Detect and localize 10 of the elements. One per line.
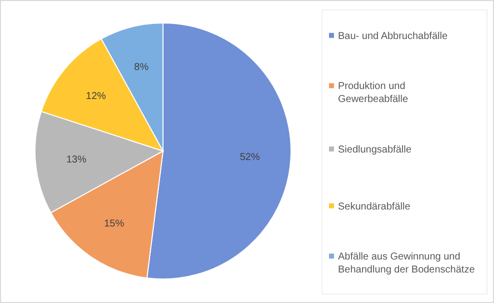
legend-label: Bau- und Abbruchabfälle [338, 30, 448, 42]
data-label: 15% [104, 218, 124, 230]
legend-label: Abfälle aus Gewinnung und Behandlung der Bodenschätze [338, 252, 476, 276]
data-label: 12% [86, 91, 106, 102]
data-label: 8% [134, 62, 149, 74]
data-label: 52% [240, 152, 260, 163]
legend-label: Sekundärabfälle [338, 201, 411, 212]
legend-label: Siedlungsabfälle [338, 144, 412, 156]
data-label: 13% [66, 154, 86, 166]
legend-label: Produktion und Gewerbeabfälle [338, 81, 408, 106]
